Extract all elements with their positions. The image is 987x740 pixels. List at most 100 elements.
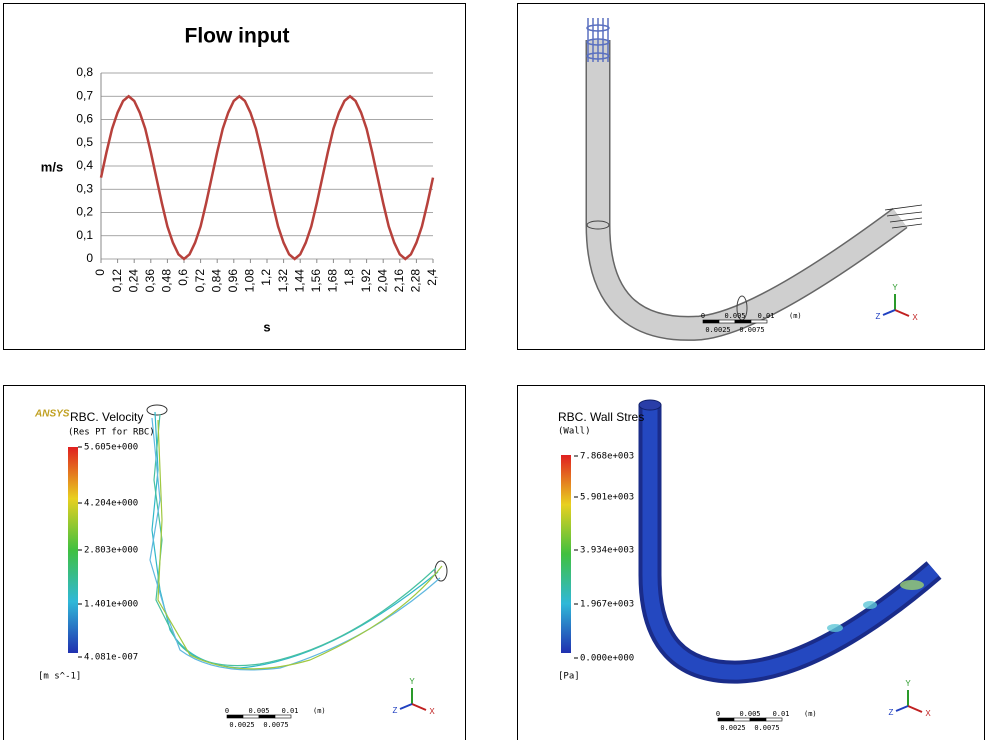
axis-label: Z <box>876 312 881 321</box>
scale-label: 0.0025 <box>720 724 745 732</box>
x-tick-label: 1,56 <box>309 269 323 293</box>
scale-bar <box>734 319 752 324</box>
legend-unit: [m s^-1] <box>38 672 81 682</box>
scale-label: 0.0025 <box>705 326 730 334</box>
scale-label: 0.005 <box>248 707 269 715</box>
y-tick-label: 0 <box>86 251 93 265</box>
scale-bar <box>765 717 783 722</box>
y-tick-label: 0,1 <box>76 228 93 242</box>
legend-label: 4.081e-007 <box>84 653 138 663</box>
y-tick-label: 0,6 <box>76 112 93 126</box>
panel-frame <box>517 3 985 350</box>
legend-label: 5.605e+000 <box>84 443 138 453</box>
x-tick-label: 2,16 <box>392 269 406 293</box>
streamlines <box>149 411 443 671</box>
scale-label: 0.0075 <box>739 326 764 334</box>
scale-bar <box>733 717 751 722</box>
scale-bar <box>258 714 276 719</box>
scale-label: (m) <box>313 707 326 715</box>
axis-label: X <box>925 709 931 718</box>
legend-label: 2.803e+000 <box>84 546 138 556</box>
scale-label: 0.01 <box>758 312 775 320</box>
scale-bar <box>242 714 260 719</box>
scale-bar <box>702 319 720 324</box>
scale-bar <box>274 714 292 719</box>
y-tick-label: 0,8 <box>76 65 93 79</box>
inlet-arrows <box>586 18 610 62</box>
color-bar <box>561 455 571 653</box>
axis-label: X <box>429 707 435 716</box>
chart-title: Flow input <box>185 25 290 48</box>
color-bar <box>68 447 78 653</box>
scale-bar <box>226 714 244 719</box>
panel-frame <box>517 385 985 740</box>
x-tick-label: 1,08 <box>243 269 257 293</box>
panel-title: RBC. Velocity <box>70 410 143 424</box>
scale-label: (m) <box>789 312 802 320</box>
pipe <box>642 405 939 680</box>
axis-label: Z <box>393 706 398 715</box>
legend-label: 5.901e+003 <box>580 493 634 503</box>
x-tick-label: 1,2 <box>259 269 273 286</box>
outlet-ring <box>434 560 448 582</box>
y-tick-label: 0,4 <box>76 158 93 172</box>
axis-z <box>895 705 909 712</box>
scale-label: 0.0075 <box>754 724 779 732</box>
pipe-outline <box>585 40 908 341</box>
x-tick-label: 0,96 <box>226 269 240 293</box>
axis-label: Z <box>889 708 894 717</box>
scale-label: 0 <box>716 710 720 718</box>
scale-label: 0.0075 <box>263 721 288 729</box>
legend-unit: [Pa] <box>558 672 580 682</box>
legend-label: 4.204e+000 <box>84 499 138 509</box>
x-tick-label: 0,84 <box>209 269 223 293</box>
y-axis-label: m/s <box>41 159 63 174</box>
axis-x <box>411 703 427 711</box>
panel-subtitle: (Wall) <box>558 427 591 437</box>
scale-bar <box>749 717 767 722</box>
axis-x <box>907 705 923 713</box>
legend-label: 0.000e+000 <box>580 654 634 664</box>
x-tick-label: 1,44 <box>292 269 306 293</box>
outlet-arrows <box>884 204 923 229</box>
x-tick-label: 0,36 <box>143 269 157 293</box>
scale-label: 0 <box>225 707 229 715</box>
scale-bar <box>718 319 736 324</box>
logo: ANSYS <box>34 409 70 420</box>
x-axis-label: s <box>263 319 270 334</box>
scale-bar <box>717 717 735 722</box>
x-tick-label: 1,68 <box>326 269 340 293</box>
legend-label: 7.868e+003 <box>580 452 634 462</box>
inlet-ring <box>146 404 168 416</box>
pipe <box>587 40 907 340</box>
x-tick-label: 0 <box>93 269 107 276</box>
x-tick-label: 0,12 <box>110 269 124 293</box>
scale-label: 0.01 <box>773 710 790 718</box>
x-tick-label: 2,28 <box>409 269 423 293</box>
panel-subtitle: (Res PT for RBC) <box>68 428 155 438</box>
x-tick-label: 0,48 <box>160 269 174 293</box>
scale-label: 0.01 <box>282 707 299 715</box>
y-tick-label: 0,3 <box>76 181 93 195</box>
line <box>99 94 435 261</box>
axis-label: X <box>912 313 918 322</box>
axis-label: Y <box>905 679 911 688</box>
stress-spots <box>827 580 924 632</box>
scale-label: 0 <box>701 312 705 320</box>
scale-label: 0.0025 <box>229 721 254 729</box>
panel-frame <box>3 385 466 740</box>
x-tick-label: 0,6 <box>176 269 190 286</box>
y-tick-label: 0,2 <box>76 205 93 219</box>
scale-label: (m) <box>804 710 817 718</box>
x-tick-label: 1,8 <box>342 269 356 286</box>
legend-label: 1.967e+003 <box>580 600 634 610</box>
x-tick-label: 2,04 <box>375 269 389 293</box>
axis-label: Y <box>892 283 898 292</box>
inlet-ring <box>638 399 662 411</box>
scale-label: 0.005 <box>739 710 760 718</box>
section-ring <box>586 220 610 230</box>
x-tick-label: 0,24 <box>126 269 140 293</box>
scale-bar <box>750 319 768 324</box>
scale-label: 0.005 <box>724 312 745 320</box>
